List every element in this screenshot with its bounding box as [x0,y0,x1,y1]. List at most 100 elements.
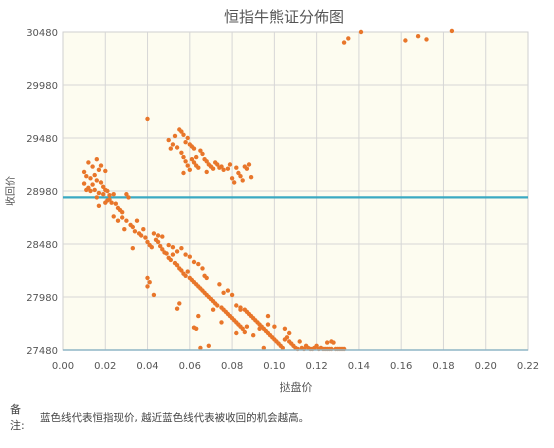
data-point [183,273,188,278]
data-point [120,215,125,220]
data-point [198,345,203,351]
data-point [103,168,108,174]
data-point [170,252,176,257]
data-point [158,243,163,249]
data-point [111,192,116,197]
data-point [287,330,292,336]
data-point [198,148,203,153]
data-point [225,288,231,293]
data-point [206,343,211,348]
data-point [297,339,302,344]
data-point [145,275,150,281]
x-tick-label: 0.10 [263,361,285,372]
data-point [189,157,195,162]
data-point [238,307,243,312]
data-point [196,261,201,267]
note-label: 备注: [10,403,25,432]
data-point [248,175,254,180]
data-point [86,160,91,165]
data-point [251,333,256,338]
data-point [232,180,237,185]
data-point [240,178,245,183]
data-point [179,129,184,134]
data-point [196,313,201,319]
y-tick-label: 28980 [26,187,58,198]
data-point [280,345,285,351]
data-point [179,150,184,155]
data-point [155,239,161,245]
data-point [141,227,146,232]
data-point [132,229,138,234]
data-point [149,245,154,250]
data-point [325,340,330,345]
data-point [265,313,271,319]
data-point [174,249,180,254]
data-point [183,159,188,164]
data-point [187,167,192,172]
data-point [101,192,106,197]
data-point [109,200,114,205]
data-point [164,251,169,256]
data-point [242,329,247,335]
data-point [113,201,119,206]
data-point [151,231,157,236]
data-point [179,246,184,251]
data-point [221,290,226,295]
x-tick-label: 0.14 [348,361,370,372]
data-point [200,151,205,157]
data-point [90,182,95,187]
data-point [204,159,209,164]
data-point [107,193,112,198]
data-point [234,165,239,170]
y-tick-label: 30480 [26,28,58,39]
data-point [120,210,125,215]
data-point [139,233,144,238]
data-point [130,246,135,251]
data-point [341,40,347,45]
data-point [145,239,150,245]
data-point [225,166,231,171]
data-point [88,176,93,181]
data-point [94,157,100,162]
x-tick-label: 0.20 [475,361,497,372]
data-point [174,306,180,311]
data-point [257,326,262,331]
data-point [168,257,173,263]
data-point [92,187,97,193]
data-point [236,170,241,176]
x-axis-label: 挞盘价 [280,380,313,394]
data-point [244,166,250,171]
data-point [200,266,205,271]
data-point [105,188,110,194]
data-point [240,326,245,331]
x-tick-label: 0.16 [390,361,412,372]
data-point [98,180,104,185]
data-point [172,133,178,139]
data-point [284,335,290,340]
data-point [90,164,95,169]
data-point [94,178,100,183]
data-point [124,192,129,197]
data-point [314,343,319,348]
data-point [415,34,421,39]
y-tick-label: 28480 [26,240,58,251]
data-point [179,268,184,273]
data-point [187,254,192,259]
data-point [221,167,226,172]
data-point [219,164,224,169]
data-point [196,165,201,170]
x-tick-label: 0.08 [221,361,243,372]
note: 备注: 蓝色线代表恒指现价, 越近蓝色线代表被收回的机会越高。 [6,402,546,438]
x-tick-label: 0.22 [517,361,539,372]
data-point [185,135,190,141]
data-point [227,162,233,167]
data-point [234,330,239,336]
data-point [403,38,408,43]
data-point [170,142,176,147]
data-point [210,307,216,312]
data-point [98,163,104,168]
data-point [124,218,129,223]
data-point [96,203,102,208]
data-point [145,116,150,122]
data-point [151,292,157,298]
